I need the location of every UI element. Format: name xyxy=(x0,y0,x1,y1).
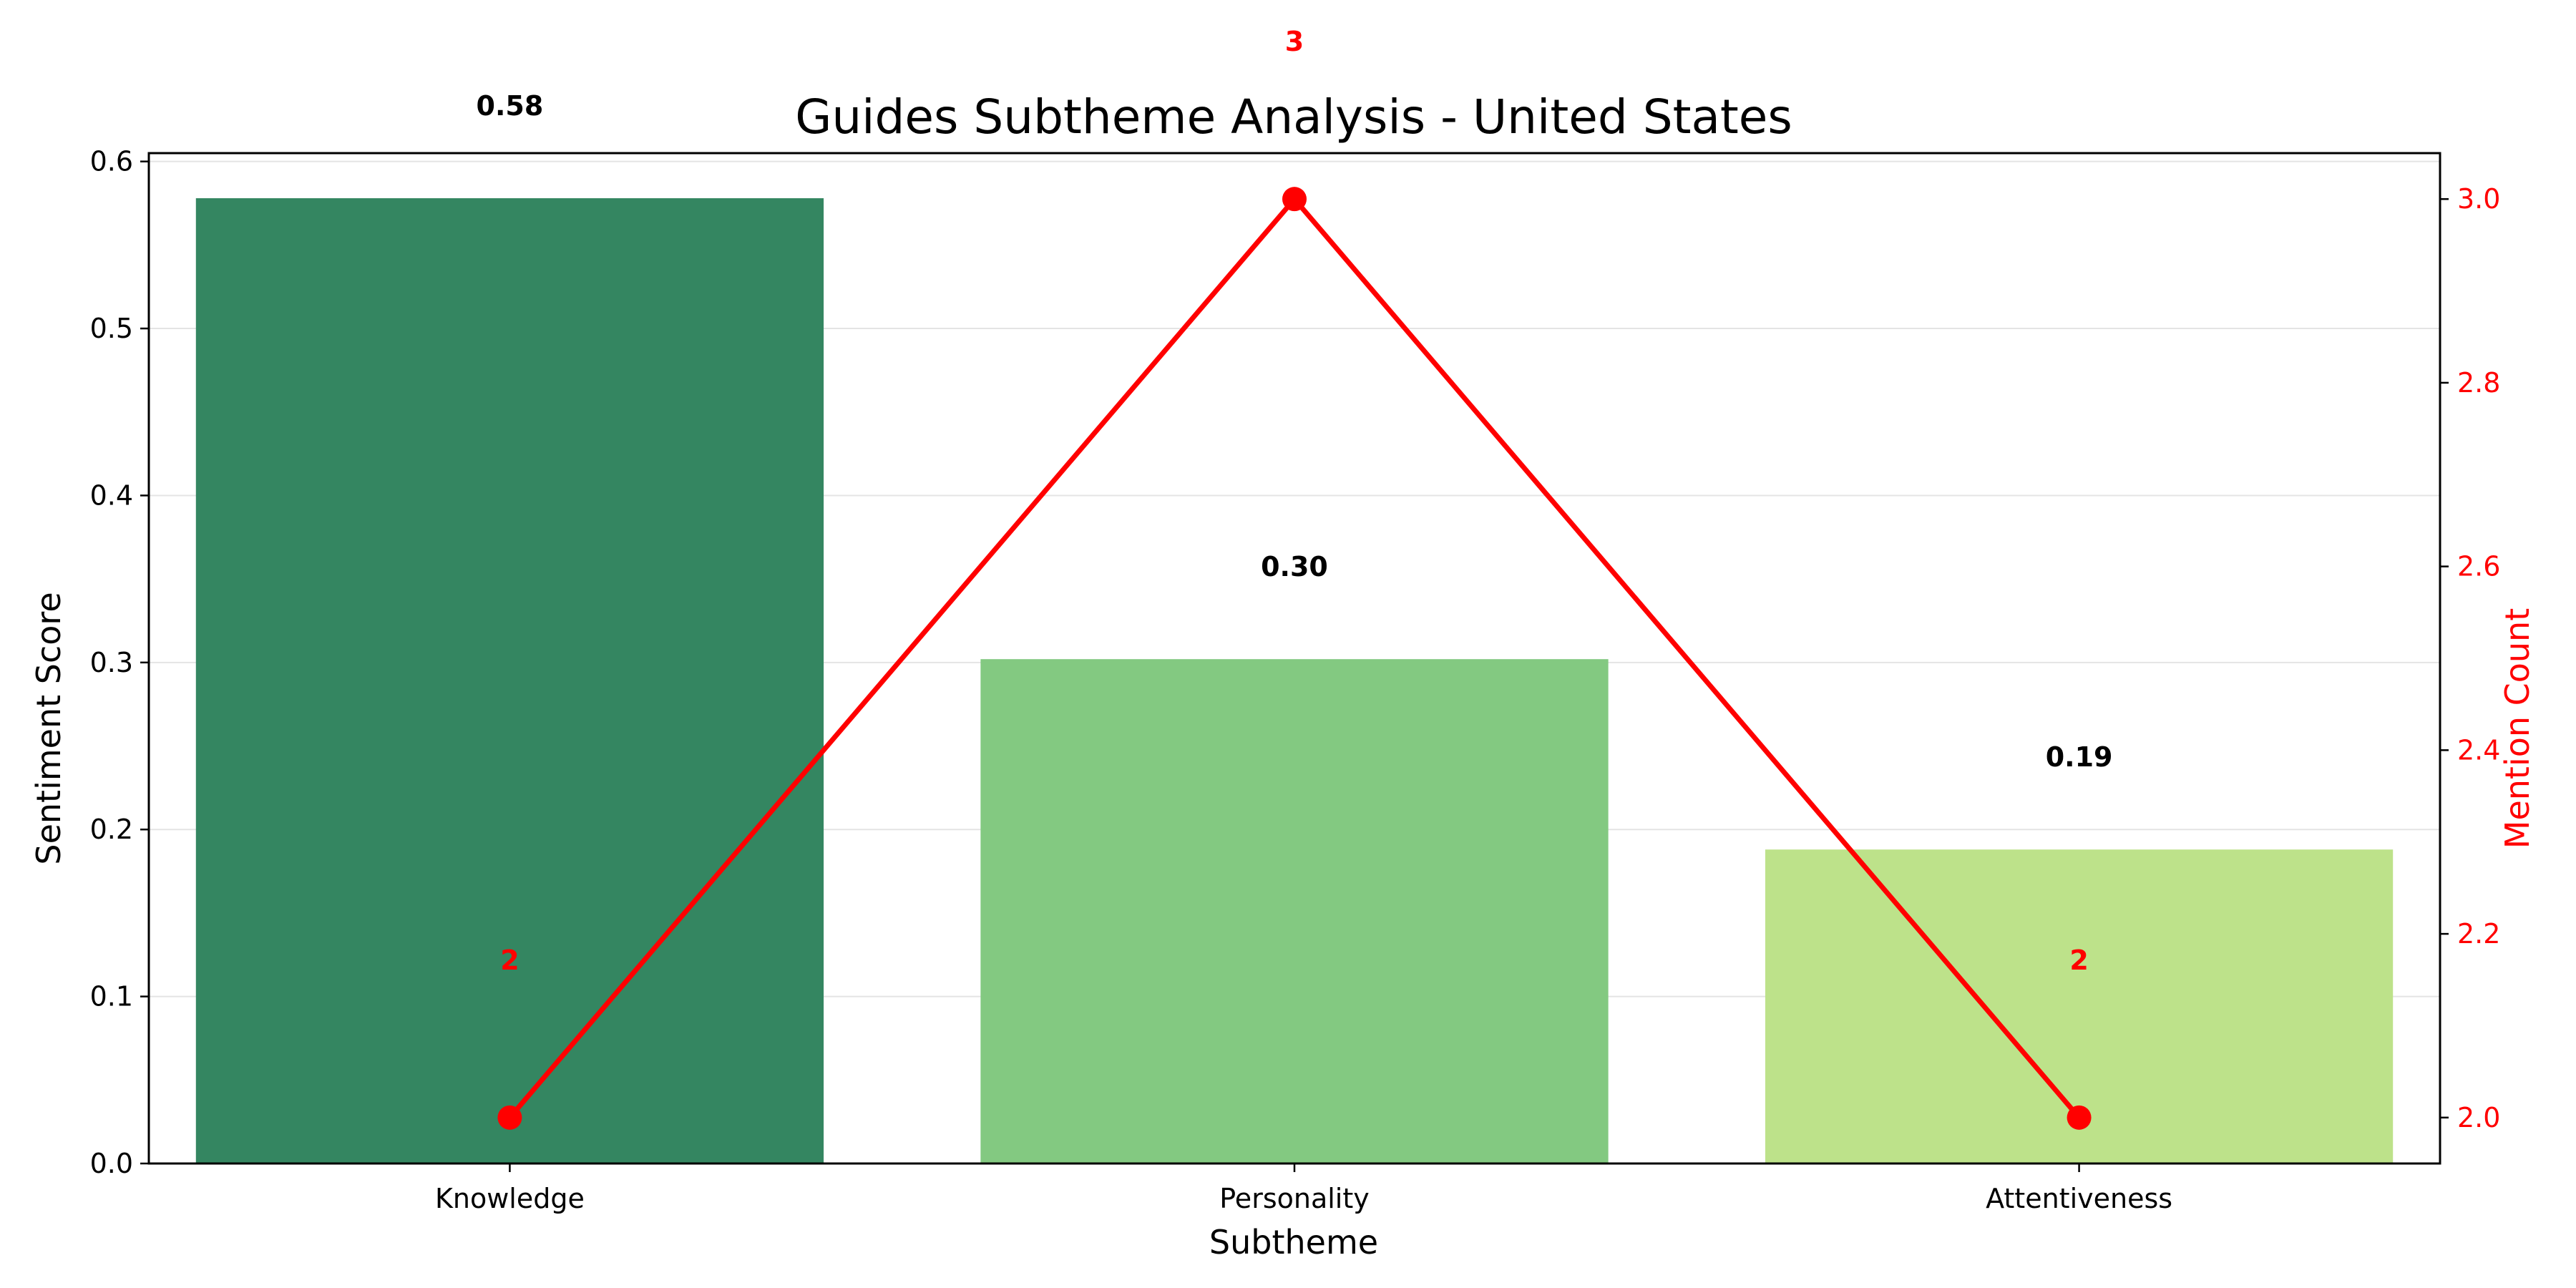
y2-tick-label: 2.4 xyxy=(2457,734,2500,766)
y-tick-label: 0.5 xyxy=(90,313,133,344)
mention-count-point xyxy=(2067,1105,2092,1130)
bar-value-label: 0.30 xyxy=(1261,551,1328,582)
y2-tick-label: 3.0 xyxy=(2457,183,2500,215)
mention-line-layer xyxy=(497,187,2092,1130)
x-tick-label: Personality xyxy=(1219,1183,1369,1214)
x-tick-label: Attentiveness xyxy=(1986,1183,2172,1214)
y-tick-label: 0.4 xyxy=(90,479,133,511)
y2-tick-label: 2.0 xyxy=(2457,1102,2500,1133)
y-tick-label: 0.2 xyxy=(90,814,133,845)
x-axis-label: Subtheme xyxy=(1209,1223,1378,1262)
mention-count-point xyxy=(1282,187,1307,212)
axes: 0.0 0.1 0.2 0.3 0.4 0.5 0.6 2.0 2.2 2.4 2.6 2.8 3.0 K… xyxy=(90,146,2501,1214)
bars xyxy=(195,198,2394,1163)
y2-tick-label: 2.2 xyxy=(2457,918,2500,950)
mention-count-label: 2 xyxy=(500,945,519,976)
mention-count-label: 2 xyxy=(2069,945,2088,976)
chart-title: Guides Subtheme Analysis - United States xyxy=(795,89,1792,145)
bar-value-label: 0.58 xyxy=(477,90,544,122)
plot-frame xyxy=(147,152,2441,1165)
y-tick-label: 0.3 xyxy=(90,647,133,678)
y-tick-label: 0.1 xyxy=(90,981,133,1013)
bar-value-label: 0.19 xyxy=(2046,741,2113,773)
y2-tick-label: 2.8 xyxy=(2457,367,2500,399)
bar-personality xyxy=(980,659,1609,1163)
bar-knowledge xyxy=(195,198,824,1163)
mention-count-point xyxy=(497,1105,522,1130)
y2-tick-label: 2.6 xyxy=(2457,551,2500,582)
labels: 0.58 0.30 0.19 2 3 2 xyxy=(477,26,2113,976)
y-tick-label: 0.0 xyxy=(90,1148,133,1179)
y-axis-label: Sentiment Score xyxy=(29,592,68,864)
y2-axis-label: Mention Count xyxy=(2498,608,2537,849)
x-tick-label: Knowledge xyxy=(435,1183,585,1214)
mention-count-label: 3 xyxy=(1285,26,1304,57)
y-tick-label: 0.6 xyxy=(90,146,133,177)
